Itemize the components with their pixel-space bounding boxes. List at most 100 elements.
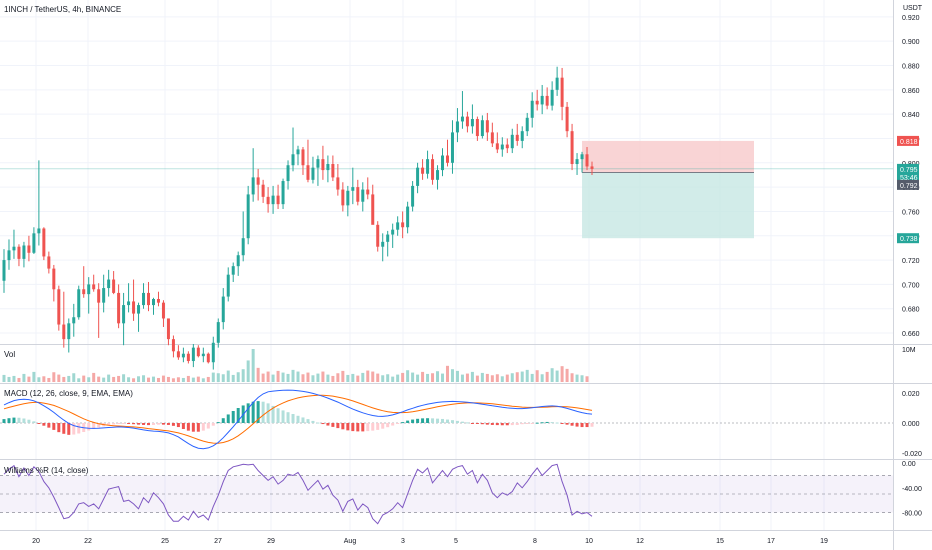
price-tick-label: 0.680	[902, 307, 920, 314]
macd-histogram-bar	[276, 408, 280, 423]
volume-bar	[366, 370, 370, 382]
volume-bar	[246, 360, 250, 382]
candle-body	[211, 342, 215, 363]
candle-body	[351, 187, 355, 191]
candle-body	[52, 268, 56, 290]
macd-tick-label: 0.000	[902, 421, 920, 428]
volume-bar	[321, 371, 325, 382]
x-tick-label: 12	[636, 538, 644, 545]
price-tick-label: 0.700	[902, 282, 920, 289]
volume-bar	[142, 375, 146, 382]
macd-histogram-bar	[311, 420, 315, 423]
macd-histogram-bar	[376, 423, 380, 430]
volume-bar	[361, 372, 365, 382]
macd-histogram-bar	[97, 423, 101, 428]
candle-body	[226, 274, 230, 297]
macd-histogram-bar	[181, 423, 185, 429]
volume-bar	[341, 370, 345, 382]
macd-histogram-bar	[321, 423, 325, 425]
macd-histogram-bar	[455, 420, 459, 423]
macd-histogram-bar	[266, 403, 270, 423]
volume-bar	[291, 369, 295, 382]
volume-bar	[271, 374, 275, 382]
volume-bar	[411, 372, 415, 382]
candle-body	[445, 155, 449, 163]
volume-bar	[117, 375, 121, 382]
macd-histogram-bar	[351, 423, 355, 432]
macd-histogram-bar	[52, 423, 56, 430]
candle-body	[450, 132, 454, 163]
macd-histogram-bar	[251, 401, 255, 423]
macd-histogram-bar	[401, 422, 405, 424]
volume-bar	[201, 378, 205, 382]
macd-histogram-bar	[57, 423, 61, 433]
macd-histogram-bar	[67, 423, 71, 435]
candle-body	[366, 189, 370, 195]
candle-body	[241, 238, 245, 256]
price-badge-text-countdown: 53:46	[900, 175, 918, 182]
candle-body	[391, 229, 395, 235]
candle-body	[555, 77, 559, 90]
price-badge-text-last: 0.795	[900, 167, 918, 174]
candle-body	[406, 206, 410, 228]
volume-bar	[196, 376, 200, 382]
macd-histogram-bar	[436, 418, 440, 423]
macd-histogram-bar	[2, 419, 6, 423]
volume-bar	[221, 374, 225, 382]
macd-histogram-bar	[316, 422, 320, 424]
macd-histogram-bar	[117, 423, 121, 424]
macd-histogram-bar	[201, 423, 205, 431]
macd-histogram-bar	[176, 423, 180, 428]
macd-histogram-bar	[296, 415, 300, 423]
x-tick-label: 20	[32, 538, 40, 545]
candle-body	[580, 154, 584, 160]
macd-histogram-bar	[17, 417, 21, 423]
macd-histogram-bar	[127, 423, 131, 424]
macd-histogram-bar	[12, 417, 16, 423]
macd-histogram-bar	[137, 423, 141, 425]
x-tick-label: 3	[401, 538, 405, 545]
macd-histogram-bar	[431, 418, 435, 423]
macd-histogram-bar	[490, 423, 494, 425]
macd-histogram-bar	[550, 422, 554, 424]
volume-bar	[470, 371, 474, 382]
volume-bar	[485, 373, 489, 382]
volume-bar	[381, 375, 385, 382]
volume-bar	[276, 370, 280, 382]
volume-bar	[92, 372, 96, 382]
macd-histogram-bar	[416, 418, 420, 423]
macd-histogram-bar	[27, 419, 31, 423]
volume-bar	[37, 377, 41, 382]
macd-histogram-bar	[147, 423, 151, 426]
price-badge-text-target: 0.738	[900, 236, 918, 243]
macd-signal-line	[3, 394, 593, 444]
macd-histogram-bar	[545, 421, 549, 423]
volume-bar	[181, 377, 185, 382]
macd-histogram-bar	[22, 418, 26, 423]
candle-body	[421, 167, 425, 174]
volume-bar	[376, 373, 380, 382]
macd-histogram-bar	[480, 423, 484, 425]
macd-histogram-bar	[216, 422, 220, 424]
candle-body	[12, 246, 16, 251]
candle-body	[371, 194, 375, 225]
price-tick-label: 0.920	[902, 15, 920, 22]
candle-body	[286, 165, 290, 182]
symbol-title: 1INCH / TetherUS, 4h, BINANCE	[4, 5, 122, 14]
price-badge-last	[897, 163, 919, 174]
price-tick-label: 0.720	[902, 258, 920, 265]
volume-bar	[281, 372, 285, 382]
volume-bar	[490, 375, 494, 382]
candle-body	[196, 347, 200, 357]
volume-panel-label: Vol	[4, 350, 16, 359]
price-badge-stop	[897, 135, 919, 146]
macd-histogram-bar	[585, 423, 589, 428]
macd-tick-label: -0.020	[902, 451, 922, 458]
macd-histogram-bar	[47, 423, 51, 428]
macd-histogram-bar	[565, 423, 569, 425]
macd-histogram-bar	[590, 423, 594, 427]
macd-panel-label: MACD (12, 26, close, 9, EMA, EMA)	[4, 389, 133, 398]
candle-body	[301, 149, 305, 166]
candle-body	[590, 166, 594, 169]
